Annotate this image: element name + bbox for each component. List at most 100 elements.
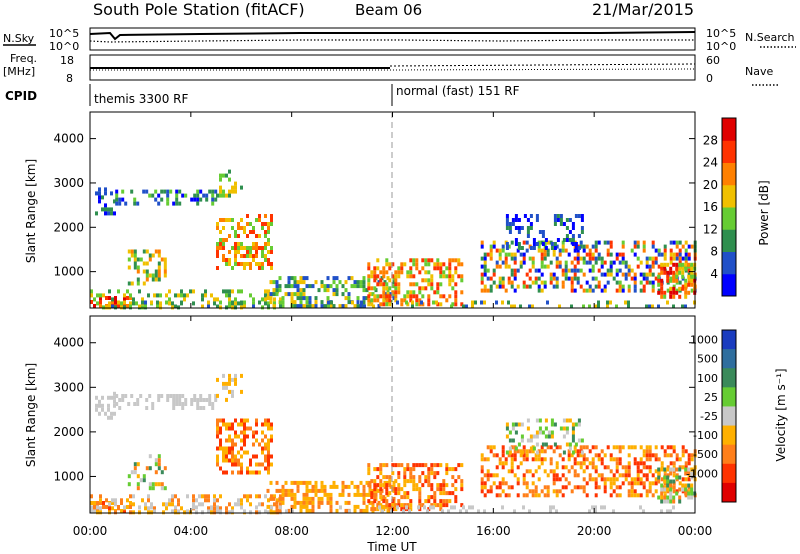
echo-cell [373, 507, 377, 512]
echo-cell [104, 411, 107, 416]
power-colorbar-label: Power [dB] [757, 180, 771, 245]
echo-cell [136, 486, 140, 491]
echo-cell [562, 238, 566, 242]
echo-cell [168, 502, 171, 507]
echo-cell [669, 248, 673, 253]
echo-cell [302, 496, 306, 501]
echo-cell [406, 495, 410, 500]
echo-cell [687, 471, 691, 476]
echo-cell [385, 258, 389, 263]
echo-cell [576, 473, 580, 478]
echo-cell [193, 394, 197, 398]
echo-cell [376, 258, 380, 263]
echo-cell [555, 264, 559, 269]
echo-cell [553, 442, 557, 447]
echo-cell [565, 430, 569, 435]
echo-cell [314, 296, 318, 301]
echo-cell [101, 395, 104, 400]
echo-cell [612, 481, 616, 486]
echo-cell [666, 300, 669, 305]
noise-sky-line [89, 31, 696, 41]
echo-cell [549, 445, 553, 450]
echo-cell [392, 296, 396, 301]
echo-cell [549, 457, 553, 462]
echo-cell [145, 189, 149, 194]
echo-cell [511, 222, 515, 226]
echo-cell [618, 445, 622, 450]
echo-cell [269, 292, 273, 297]
echo-cell [382, 302, 386, 307]
echo-cell [258, 218, 261, 222]
echo-cell [362, 276, 366, 281]
echo-cell [273, 502, 276, 507]
echo-cell [412, 479, 416, 484]
echo-cell [382, 463, 386, 468]
echo-cell [329, 304, 333, 309]
echo-cell [445, 467, 449, 472]
echo-cell [123, 305, 126, 310]
echo-cell [550, 422, 554, 427]
echo-cell [388, 266, 392, 271]
echo-cell [690, 282, 694, 287]
echo-cell [573, 457, 577, 462]
echo-cell [609, 481, 613, 486]
echo-cell [492, 481, 496, 486]
echo-cell [344, 280, 348, 285]
echo-cell [537, 288, 541, 293]
echo-cell [408, 509, 411, 514]
echo-cell [133, 257, 137, 262]
echo-cell [675, 453, 679, 458]
echo-cell [651, 260, 655, 265]
echo-cell [255, 438, 258, 443]
echo-cell [219, 430, 222, 435]
echo-cell [568, 446, 572, 451]
echo-cell [181, 394, 185, 398]
echo-cell [121, 189, 125, 194]
noise-label-right: N.Search [745, 31, 795, 44]
echo-cell [392, 280, 396, 285]
echo-cell [480, 300, 483, 305]
echo-cell [627, 481, 631, 486]
echo-cell [594, 445, 598, 450]
echo-cell [228, 169, 231, 174]
echo-cell [669, 479, 673, 484]
echo-cell [492, 280, 496, 285]
echo-cell [255, 462, 258, 467]
echo-cell [681, 266, 685, 271]
echo-cell [124, 201, 128, 206]
echo-cell [615, 485, 619, 490]
echo-cell [556, 238, 560, 242]
echo-cell [136, 402, 140, 406]
echo-cell [376, 274, 380, 279]
echo-cell [327, 300, 330, 305]
echo-cell [397, 290, 401, 295]
echo-cell [427, 278, 431, 283]
echo-cell [267, 454, 270, 459]
echo-cell [561, 485, 565, 490]
echo-cell [543, 248, 547, 253]
echo-cell [133, 265, 137, 270]
echo-cell [409, 290, 413, 295]
echo-cell [462, 304, 465, 309]
echo-cell [391, 262, 395, 267]
cpid-segment-1: themis 3300 RF [94, 92, 188, 106]
echo-cell [442, 483, 446, 488]
echo-cell [222, 189, 225, 194]
colorbar-tick-label: -25 [700, 410, 718, 423]
echo-cell [645, 260, 649, 265]
echo-cell [501, 280, 505, 285]
echo-cell [648, 489, 652, 494]
echo-cell [507, 493, 511, 498]
echo-cell [287, 492, 291, 497]
echo-cell [211, 402, 215, 406]
echo-cell [633, 461, 637, 466]
echo-cell [406, 463, 410, 468]
echo-cell [175, 201, 179, 206]
echo-cell [609, 268, 613, 273]
echo-cell [645, 457, 649, 462]
echo-cell [540, 280, 544, 285]
echo-cell [120, 498, 123, 503]
echo-cell [451, 258, 455, 263]
echo-cell [204, 289, 207, 294]
